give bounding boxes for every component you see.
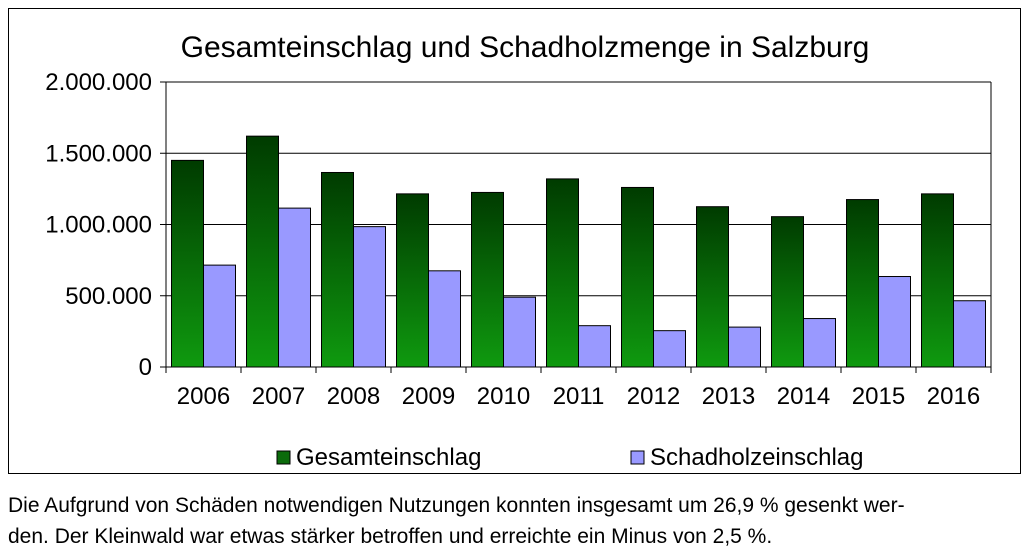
bar-schadholzeinschlag [653, 330, 686, 368]
caption-line-1: Die Aufgrund von Schäden notwendigen Nut… [8, 494, 905, 517]
y-tick-label: 1.500.000 [45, 140, 152, 167]
bar-schadholzeinschlag [428, 270, 461, 368]
x-tick-label: 2012 [627, 383, 680, 410]
bar-layer [171, 135, 986, 368]
y-tick-label: 1.000.000 [45, 212, 152, 239]
caption: Die Aufgrund von Schäden notwendigen Nut… [8, 490, 1023, 552]
bar-schadholzeinschlag [803, 318, 836, 368]
chart-title: Gesamteinschlag und Schadholzmenge in Sa… [181, 31, 870, 64]
legend-swatch [276, 450, 291, 465]
bar-gesamteinschlag [471, 191, 504, 368]
x-tick-label: 2015 [852, 383, 905, 410]
bar-schadholzeinschlag [878, 276, 911, 368]
bar-gesamteinschlag [246, 135, 279, 368]
y-tick-label: 0 [139, 354, 152, 381]
bar-schadholzeinschlag [953, 300, 986, 368]
x-tick-label: 2008 [327, 383, 380, 410]
x-tick-label: 2009 [402, 383, 455, 410]
bar-gesamteinschlag [771, 216, 804, 368]
x-tick-label: 2011 [553, 383, 605, 410]
bar-schadholzeinschlag [203, 264, 236, 368]
y-tick-label: 2.000.000 [45, 69, 152, 96]
bar-gesamteinschlag [171, 159, 204, 368]
legend: Gesamteinschlag Schadholzeinschlag [276, 444, 863, 471]
legend-label: Gesamteinschlag [296, 444, 481, 471]
bar-gesamteinschlag [621, 186, 654, 368]
bar-schadholzeinschlag [503, 296, 536, 368]
legend-swatch [630, 450, 645, 465]
legend-label: Schadholzeinschlag [650, 444, 863, 471]
bar-schadholzeinschlag [353, 226, 386, 368]
x-tick-label: 2010 [477, 383, 530, 410]
bar-gesamteinschlag [846, 199, 879, 368]
x-tick-label: 2016 [927, 383, 980, 410]
bar-gesamteinschlag [546, 178, 579, 368]
chart-frame: Gesamteinschlag und Schadholzmenge in Sa… [8, 8, 1021, 474]
chart-svg: Gesamteinschlag und Schadholzmenge in Sa… [45, 31, 992, 471]
x-tick-label: 2006 [177, 383, 230, 410]
bar-gesamteinschlag [321, 171, 354, 368]
bar-schadholzeinschlag [278, 207, 311, 368]
x-tick-label: 2013 [702, 383, 755, 410]
bar-gesamteinschlag [696, 206, 729, 368]
bar-schadholzeinschlag [578, 325, 611, 368]
axis-layer: 0 500.000 1.000.000 1.500.000 2.000.000 2006 2… [45, 69, 992, 410]
bar-gesamteinschlag [921, 193, 954, 368]
bar-schadholzeinschlag [728, 326, 761, 368]
x-tick-label: 2007 [252, 383, 305, 410]
bar-gesamteinschlag [396, 193, 429, 368]
y-tick-label: 500.000 [65, 283, 152, 310]
x-tick-label: 2014 [777, 383, 830, 410]
caption-line-2: den. Der Kleinwald war etwas stärker bet… [8, 525, 773, 548]
